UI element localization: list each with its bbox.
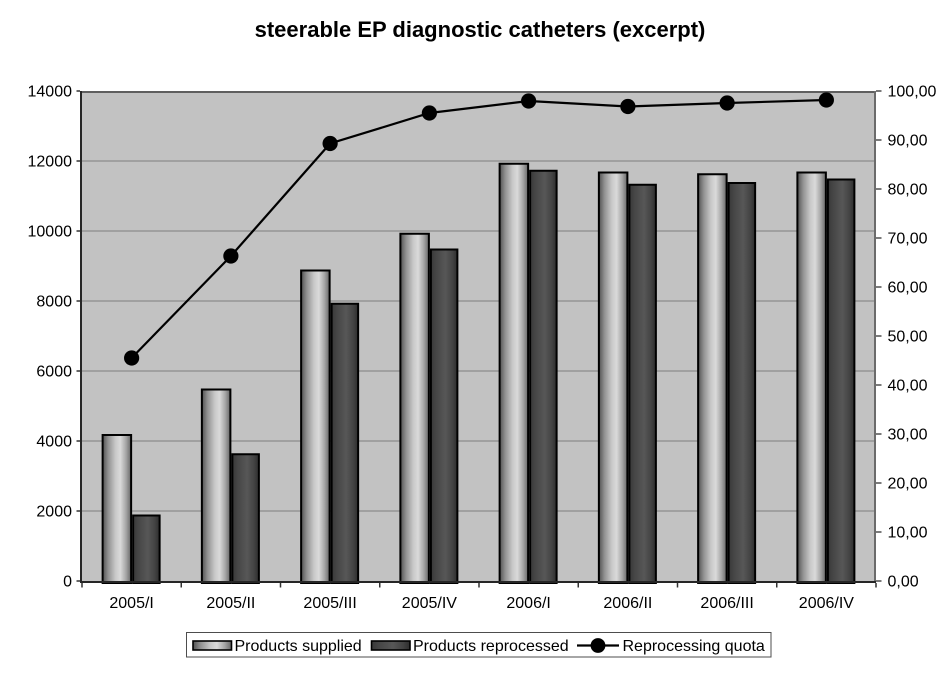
svg-text:steerable EP diagnostic cathet: steerable EP diagnostic catheters (excer… — [255, 17, 706, 42]
svg-text:30,00: 30,00 — [888, 427, 928, 444]
svg-text:2000: 2000 — [36, 504, 72, 521]
svg-text:10,00: 10,00 — [888, 525, 928, 542]
svg-text:2005/II: 2005/II — [206, 595, 255, 612]
svg-text:Products reprocessed: Products reprocessed — [413, 638, 569, 655]
svg-text:2006/II: 2006/II — [603, 595, 652, 612]
svg-text:4000: 4000 — [36, 434, 72, 451]
svg-text:0,00: 0,00 — [888, 574, 919, 591]
svg-text:14000: 14000 — [28, 84, 73, 101]
svg-text:2006/IV: 2006/IV — [799, 595, 854, 612]
svg-text:20,00: 20,00 — [888, 476, 928, 493]
svg-text:Products supplied: Products supplied — [235, 638, 362, 655]
svg-text:100,00: 100,00 — [888, 84, 937, 101]
svg-text:2005/III: 2005/III — [303, 595, 356, 612]
svg-text:40,00: 40,00 — [888, 378, 928, 395]
svg-text:60,00: 60,00 — [888, 280, 928, 297]
svg-text:12000: 12000 — [28, 154, 73, 171]
svg-text:0: 0 — [63, 574, 72, 591]
svg-text:70,00: 70,00 — [888, 231, 928, 248]
svg-text:2005/IV: 2005/IV — [402, 595, 457, 612]
svg-text:Reprocessing quota: Reprocessing quota — [623, 638, 765, 655]
svg-text:80,00: 80,00 — [888, 182, 928, 199]
svg-text:2006/I: 2006/I — [506, 595, 550, 612]
svg-text:2006/III: 2006/III — [700, 595, 753, 612]
svg-text:90,00: 90,00 — [888, 133, 928, 150]
svg-text:6000: 6000 — [36, 364, 72, 381]
svg-text:8000: 8000 — [36, 294, 72, 311]
svg-text:2005/I: 2005/I — [109, 595, 153, 612]
svg-text:50,00: 50,00 — [888, 329, 928, 346]
svg-text:10000: 10000 — [28, 224, 73, 241]
